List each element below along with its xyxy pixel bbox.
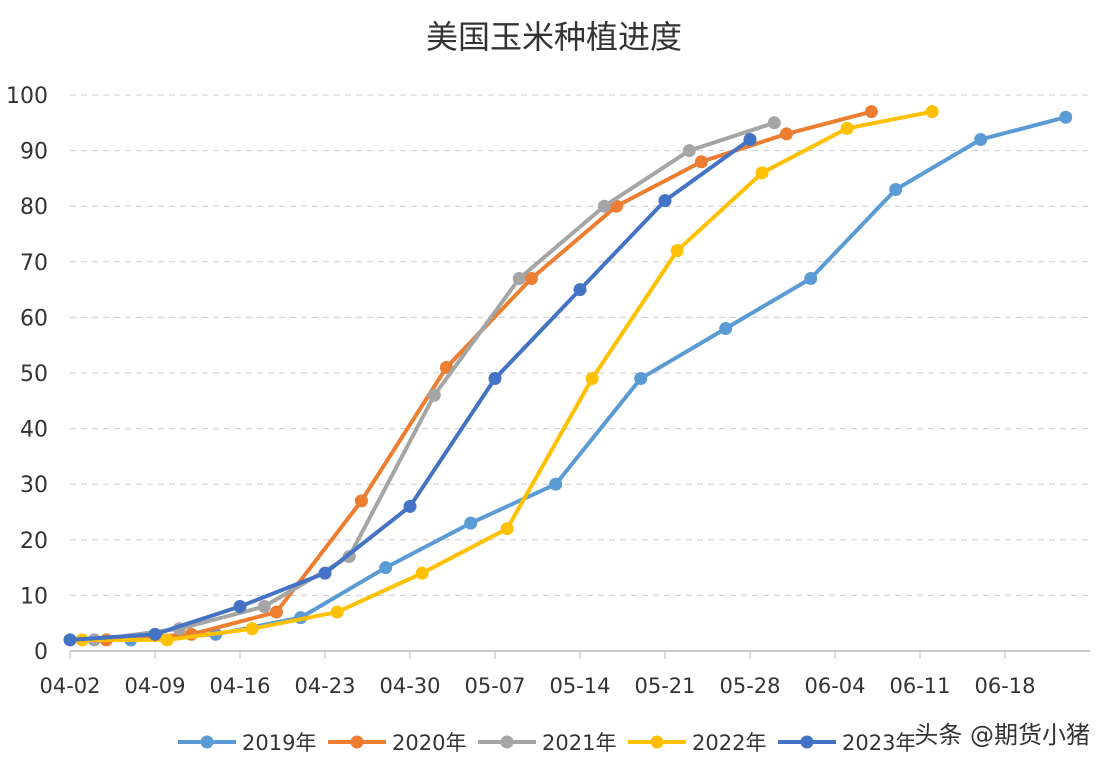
data-point: [257, 600, 271, 614]
watermark: 头条 @期货小猪: [914, 715, 1090, 750]
y-tick-label: 10: [20, 584, 48, 609]
legend-label: 2020年: [392, 731, 466, 755]
legend-label: 2019年: [242, 731, 316, 755]
legend-marker: [800, 735, 814, 749]
x-tick-label: 05-21: [634, 674, 695, 698]
y-tick-label: 40: [20, 418, 48, 443]
data-point: [439, 360, 453, 374]
x-tick-label: 05-14: [549, 674, 610, 698]
y-tick-label: 0: [34, 640, 48, 665]
data-point: [840, 121, 854, 135]
data-point: [767, 116, 781, 130]
data-point: [597, 199, 611, 213]
x-tick-label: 05-07: [464, 674, 525, 698]
x-tick-label: 04-23: [294, 674, 355, 698]
data-point: [148, 627, 162, 641]
data-point: [354, 494, 368, 508]
data-point: [427, 388, 441, 402]
y-tick-label: 60: [20, 306, 48, 331]
data-point: [864, 105, 878, 119]
data-point: [1059, 110, 1073, 124]
data-point: [549, 477, 563, 491]
data-point: [682, 144, 696, 158]
data-point: [658, 194, 672, 208]
series-line-2022年: [82, 109, 933, 642]
y-tick-label: 80: [20, 195, 48, 220]
y-tick-label: 70: [20, 251, 48, 276]
data-point: [379, 561, 393, 575]
data-point: [779, 127, 793, 141]
x-tick-label: 06-11: [889, 674, 950, 698]
data-point: [585, 372, 599, 386]
data-point: [500, 522, 514, 536]
x-tick-label: 05-28: [719, 674, 780, 698]
y-tick-label: 90: [20, 140, 48, 165]
y-tick-label: 100: [6, 84, 48, 109]
data-point: [889, 183, 903, 197]
data-point: [524, 271, 538, 285]
data-point: [415, 566, 429, 580]
data-point: [318, 566, 332, 580]
series-line-2021年: [94, 120, 775, 642]
x-tick-label: 04-02: [39, 674, 100, 698]
x-tick-label: 06-18: [974, 674, 1035, 698]
data-point: [512, 271, 526, 285]
legend-marker: [500, 735, 514, 749]
data-point: [719, 322, 733, 336]
data-point: [488, 372, 502, 386]
y-tick-label: 50: [20, 362, 48, 387]
chart-title: 美国玉米种植进度: [425, 18, 682, 56]
data-point: [464, 516, 478, 530]
data-point: [63, 633, 77, 647]
x-tick-label: 04-30: [379, 674, 440, 698]
data-point: [573, 283, 587, 297]
data-point: [694, 155, 708, 169]
legend-marker: [200, 735, 214, 749]
data-point: [804, 271, 818, 285]
data-point: [925, 105, 939, 119]
legend-label: 2023年: [842, 731, 916, 755]
legend-marker: [650, 735, 664, 749]
y-tick-label: 20: [20, 529, 48, 554]
data-point: [269, 605, 283, 619]
series-line-2023年: [69, 137, 752, 642]
y-tick-label: 30: [20, 473, 48, 498]
legend-marker: [350, 735, 364, 749]
data-point: [609, 199, 623, 213]
data-point: [403, 499, 417, 513]
data-point: [233, 600, 247, 614]
legend-label: 2022年: [692, 731, 766, 755]
data-point: [634, 372, 648, 386]
legend-label: 2021年: [542, 731, 616, 755]
data-point: [755, 166, 769, 180]
data-point: [160, 633, 174, 647]
x-tick-label: 04-16: [209, 674, 270, 698]
data-point: [330, 605, 344, 619]
data-point: [743, 132, 757, 146]
data-point: [245, 622, 259, 636]
data-point: [670, 244, 684, 258]
x-tick-label: 04-09: [124, 674, 185, 698]
data-point: [974, 132, 988, 146]
series-line-2020年: [106, 109, 872, 642]
x-tick-label: 06-04: [804, 674, 865, 698]
